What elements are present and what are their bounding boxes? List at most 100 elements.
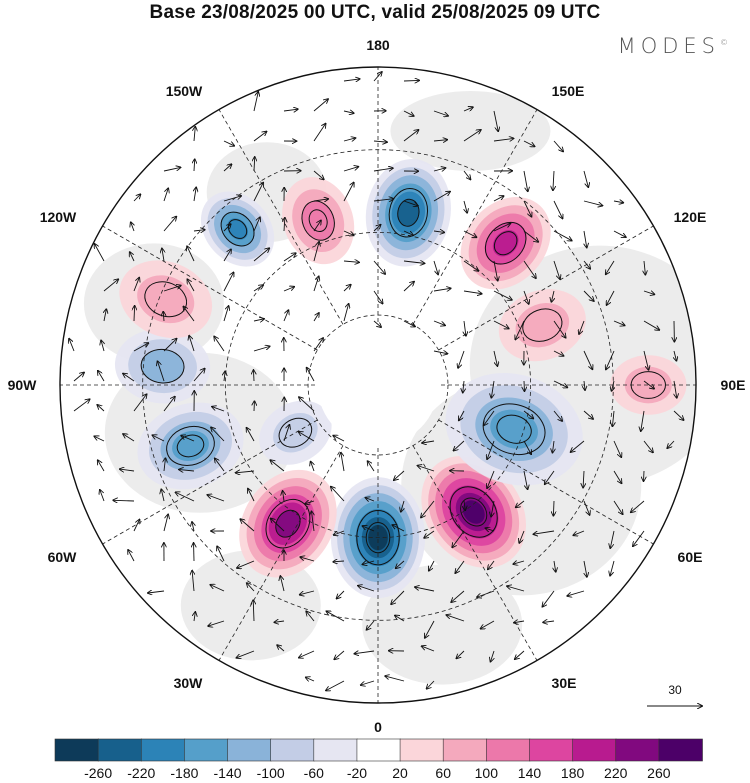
wind-arrow [487, 440, 495, 459]
wind-arrow [612, 380, 614, 391]
wind-arrow [673, 410, 684, 420]
wind-arrow [299, 432, 315, 442]
wind-arrow [253, 285, 263, 292]
wind-arrow [253, 600, 254, 622]
wind-arrow [507, 586, 525, 592]
wind-arrow [313, 99, 328, 112]
wind-arrow [464, 500, 465, 510]
wind-arrow [553, 320, 566, 338]
wind-arrow [113, 500, 135, 501]
wind-arrow [451, 590, 465, 602]
wind-arrow [395, 615, 405, 622]
wind-arrow [456, 650, 465, 658]
wind-arrow [493, 350, 497, 366]
wind-arrow [277, 645, 285, 652]
colorbar-swatch [658, 738, 703, 762]
wind-arrow [248, 489, 255, 502]
wind-arrow [612, 410, 614, 426]
wind-arrow [433, 351, 447, 354]
lon-label-90e: 90E [721, 377, 746, 393]
colorbar-swatch [54, 738, 99, 762]
wind-arrow [644, 260, 645, 275]
wind-arrow [516, 500, 525, 507]
wind-arrow [101, 340, 104, 352]
wind-arrow [103, 279, 118, 292]
wind-arrow [491, 650, 494, 662]
brand-copyright-mark: © [720, 38, 728, 47]
wind-arrow [163, 167, 180, 172]
wind-arrow [422, 441, 435, 443]
lon-label-90w: 90W [8, 377, 38, 393]
colorbar-swatch [313, 738, 358, 762]
wind-vectors [69, 72, 684, 691]
wind-arrow [223, 249, 231, 262]
anomaly-level [490, 409, 538, 449]
colorbar-swatch [356, 738, 401, 762]
wind-arrow [643, 320, 659, 330]
wind-arrow [207, 495, 225, 502]
colorbar-tick-label: -260 [84, 765, 112, 781]
wind-arrow [208, 620, 225, 626]
wind-arrow [343, 111, 354, 113]
wind-arrow [133, 520, 139, 532]
wind-arrow [493, 110, 498, 131]
wind-arrow [403, 261, 424, 263]
wind-arrow [307, 368, 315, 382]
wind-arrow [158, 361, 165, 382]
wind-arrow [313, 199, 328, 201]
wind-arrow [583, 350, 592, 369]
wind-arrow [179, 470, 195, 471]
wind-arrow [455, 560, 465, 573]
colorbar-swatch [486, 738, 531, 762]
wind-arrow [133, 343, 148, 352]
wind-arrow [613, 470, 622, 483]
wind-arrow [254, 157, 255, 172]
wind-arrow [104, 309, 106, 322]
contour-line [482, 403, 546, 456]
anomaly-level [276, 510, 300, 537]
wind-arrow [194, 187, 196, 202]
wind-arrow [343, 304, 349, 322]
wind-arrow [552, 440, 554, 453]
wind-arrow [488, 560, 495, 569]
wind-arrow [192, 522, 194, 532]
contour-line [397, 198, 420, 227]
wind-arrow [97, 405, 105, 412]
wind-arrow [181, 436, 195, 442]
colorbar-swatch [572, 738, 617, 762]
wind-arrow [123, 434, 135, 442]
wind-arrow [484, 410, 495, 425]
wind-arrow [606, 350, 615, 369]
wind-arrow [176, 492, 195, 502]
wind-arrow [253, 346, 270, 352]
colorbar-swatch [529, 738, 574, 762]
wind-arrow [163, 217, 176, 232]
wind-arrow [493, 138, 513, 141]
wind-arrow [98, 460, 105, 472]
wind-arrow [326, 680, 345, 690]
positive-anomaly [421, 456, 527, 568]
wind-arrow [545, 470, 555, 484]
colorbar-swatch [97, 738, 143, 762]
wind-arrow [553, 260, 560, 279]
negative-anomaly [259, 400, 332, 465]
wind-arrow [123, 374, 135, 382]
contour-line [365, 522, 391, 554]
wind-arrow [523, 470, 528, 489]
wind-arrow [385, 676, 405, 682]
wind-arrow [164, 458, 165, 472]
wind-arrow [542, 590, 555, 607]
colorbar-tick-label: 180 [561, 765, 585, 781]
wind-arrow [553, 500, 554, 516]
wind-arrow [477, 590, 495, 597]
wind-arrow [493, 290, 512, 300]
wind-arrow [373, 290, 383, 304]
wind-arrow [299, 650, 315, 658]
negative-anomaly [445, 372, 583, 486]
wind-arrow [523, 200, 531, 217]
wind-arrow [373, 260, 385, 274]
wind-arrow [674, 380, 677, 398]
wind-arrow [163, 312, 164, 322]
wind-arrow [253, 319, 264, 321]
